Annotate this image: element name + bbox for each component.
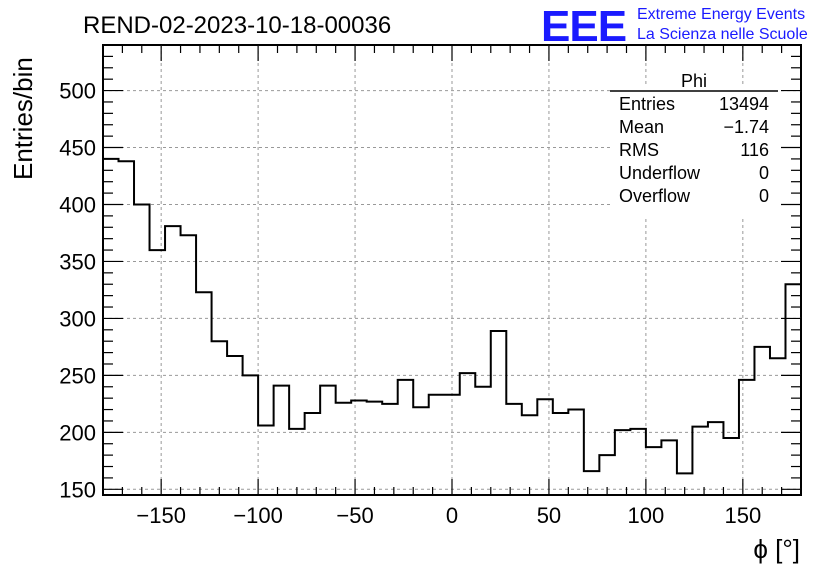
y-tick-label: 300 [59,306,96,331]
stats-title: Phi [681,71,707,91]
y-tick-label: 400 [59,192,96,217]
stats-label: Entries [619,94,675,114]
stats-label: Underflow [619,163,701,183]
logo-line-2: La Scienza nelle Scuole [637,26,808,43]
stats-label: RMS [619,140,659,160]
stats-rows: Entries 13494 Mean −1.74 RMS 116 Underflow 0 Ove… [619,94,769,206]
y-tick-label: 250 [59,363,96,388]
stats-label: Overflow [619,186,691,206]
y-tick-label: 200 [59,420,96,445]
x-tick-label: 100 [628,503,665,528]
stats-value: 116 [740,140,769,160]
axis-ticks [102,44,802,495]
stats-value: 13494 [719,94,769,114]
y-tick-label: 350 [59,249,96,274]
y-tick-label: 500 [59,79,96,104]
x-tick-label: −150 [136,503,186,528]
x-tick-label: −50 [336,503,373,528]
x-axis-label: ϕ [°] [753,534,800,564]
stats-value: 0 [759,186,769,206]
y-tick-label: 450 [59,136,96,161]
x-tick-label: 150 [724,503,761,528]
y-tick-label: 150 [59,477,96,502]
chart-title: REND-02-2023-10-18-00036 [83,12,391,39]
grid-lines [103,45,801,495]
stats-value: −1.74 [723,117,769,137]
x-tick-label: −100 [233,503,283,528]
y-axis-label: Entries/bin [8,57,38,180]
stats-box: Phi Entries 13494 Mean −1.74 RMS 116 Underflow… [610,71,778,216]
x-tick-label: 0 [446,503,458,528]
eee-logo: EEE [541,2,626,51]
x-tick-label: 50 [537,503,561,528]
histogram-line [103,157,802,475]
logo-line-1: Extreme Energy Events [637,6,805,23]
tick-labels: −150 −100 −50 0 50 100 150 150 200 250 300 350 400 45… [59,79,761,528]
stats-value: 0 [759,163,769,183]
stats-label: Mean [619,117,664,137]
